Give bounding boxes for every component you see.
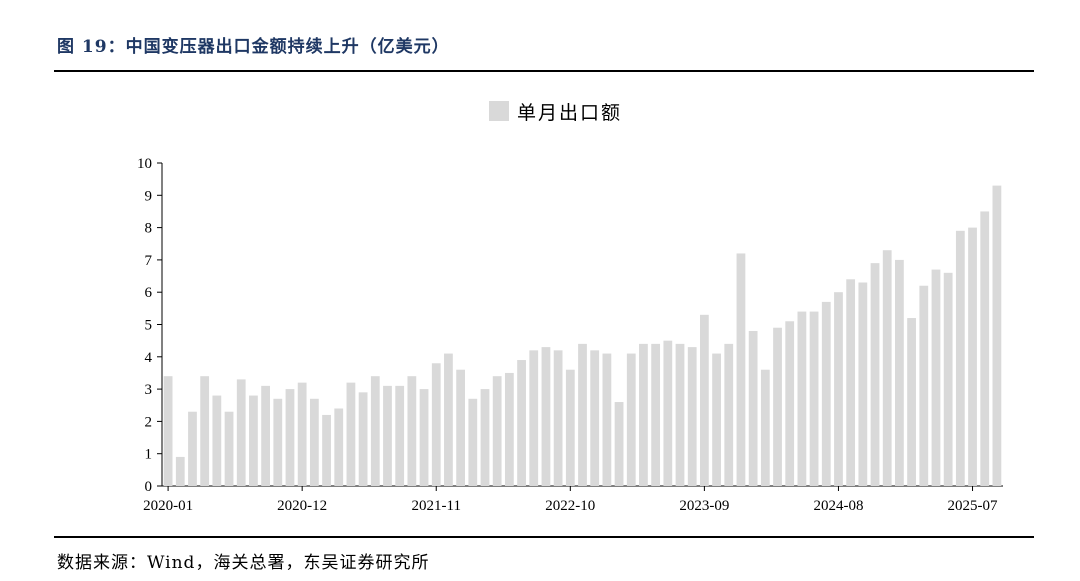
bar (273, 398, 283, 486)
bar (188, 411, 197, 486)
bar (663, 340, 673, 486)
bar (968, 227, 977, 486)
bar (651, 343, 661, 486)
bar (407, 376, 417, 486)
bar (955, 230, 965, 486)
bar (614, 402, 624, 486)
bar (797, 311, 807, 486)
bars-group (163, 185, 1002, 487)
bar (700, 314, 709, 486)
y-tick-label: 1 (145, 447, 153, 463)
bar (504, 372, 514, 486)
bar (261, 385, 270, 486)
bar (212, 395, 222, 486)
bar (980, 211, 990, 486)
bar (736, 253, 746, 486)
bar (931, 269, 941, 486)
bar (419, 389, 429, 486)
bar (358, 392, 368, 486)
bar (712, 353, 721, 486)
x-tick-label: 2020-01 (143, 498, 193, 514)
bar (200, 376, 210, 486)
x-tick-label: 2024-08 (813, 498, 863, 514)
bar (395, 385, 405, 486)
y-tick-label: 4 (145, 350, 153, 366)
bar (383, 385, 392, 486)
bar (821, 301, 831, 486)
bar (626, 353, 636, 486)
bar (456, 369, 466, 486)
bar (236, 379, 246, 486)
bar (895, 259, 904, 486)
bar (639, 343, 648, 486)
bar (992, 185, 1002, 487)
bar (687, 347, 697, 486)
bar (492, 376, 502, 486)
bar (322, 414, 331, 486)
chart-legend: 单月出口额 (489, 101, 622, 124)
bar (675, 343, 685, 486)
bar (724, 343, 734, 486)
bar (870, 263, 880, 486)
bar (309, 398, 319, 486)
figure-title: 图 19：中国变压器出口金额持续上升（亿美元） (57, 37, 450, 57)
bar (858, 282, 868, 486)
bar (809, 311, 819, 486)
title-rule (54, 70, 1034, 72)
legend-label: 单月出口额 (517, 102, 622, 124)
bar (285, 389, 295, 486)
data-source-note: 数据来源：Wind，海关总署，东吴证券研究所 (57, 553, 430, 573)
bar (346, 382, 356, 486)
bar (846, 279, 856, 486)
bar (517, 360, 526, 486)
y-tick-label: 6 (145, 285, 153, 301)
bar (785, 321, 795, 486)
bar (760, 369, 770, 486)
bar (578, 343, 587, 486)
y-tick-label: 3 (145, 382, 153, 398)
x-tick-label: 2020-12 (277, 498, 327, 514)
bar (249, 395, 258, 486)
y-tick-label: 7 (145, 253, 153, 269)
footer-rule (54, 536, 1034, 538)
bar (773, 327, 782, 486)
y-tick-label: 8 (145, 221, 153, 237)
bar (175, 456, 185, 486)
bar (444, 353, 453, 486)
bar (553, 350, 563, 486)
bar (297, 382, 307, 486)
bar (882, 250, 892, 486)
bar (529, 350, 539, 486)
y-tick-label: 5 (145, 318, 153, 334)
bar (590, 350, 600, 486)
bar (480, 389, 490, 486)
bar (541, 347, 551, 486)
bar (919, 285, 929, 486)
bar (431, 363, 441, 486)
bar (224, 411, 234, 486)
bar (907, 318, 916, 486)
y-tick-label: 0 (145, 479, 153, 495)
x-tick-label: 2022-10 (545, 498, 595, 514)
y-tick-label: 9 (145, 188, 153, 204)
x-tick-label: 2021-11 (412, 498, 461, 514)
legend-swatch (489, 101, 509, 121)
bar (334, 408, 344, 486)
bar (468, 398, 478, 486)
bar (748, 330, 758, 486)
bar (565, 369, 575, 486)
bar (834, 292, 843, 486)
x-tick-label: 2023-09 (679, 498, 729, 514)
bar (943, 272, 953, 486)
bar (163, 376, 173, 486)
bar (370, 376, 380, 486)
bar (602, 353, 612, 486)
y-tick-label: 2 (145, 414, 153, 430)
x-tick-label: 2025-07 (948, 498, 998, 514)
y-axis: 0 1 2 3 4 5 6 7 8 9 10 (137, 156, 163, 495)
x-axis: 2020-01 2020-12 2021-11 2022-10 2023-09 2024-… (143, 485, 1003, 514)
y-tick-label: 10 (137, 156, 152, 172)
